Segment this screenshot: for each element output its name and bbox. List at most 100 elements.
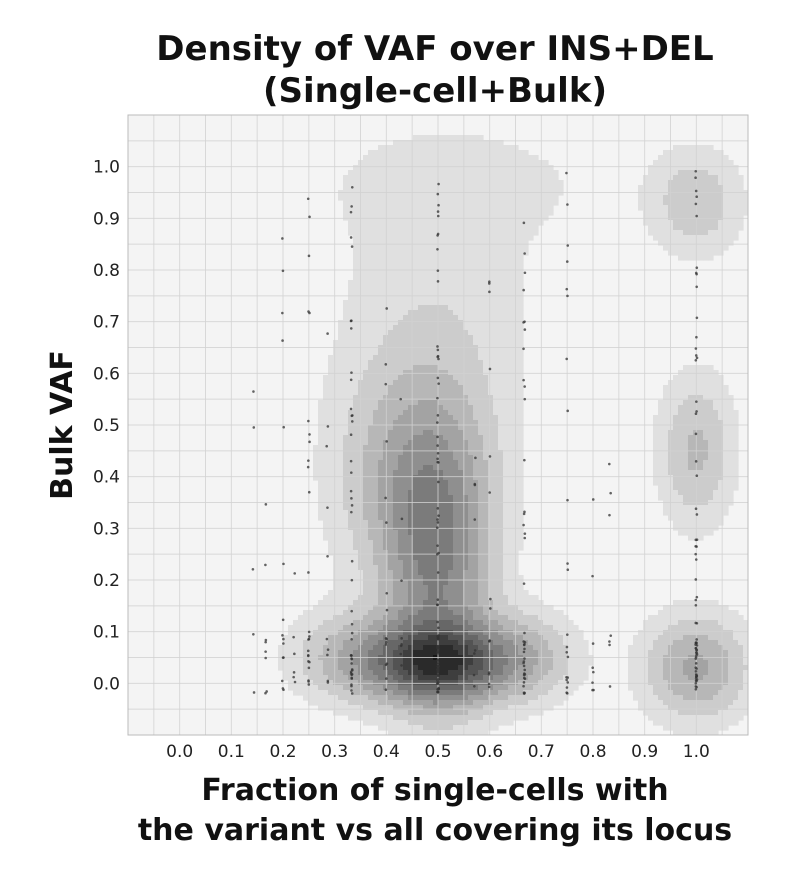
data-point: [565, 288, 568, 291]
data-point: [437, 521, 440, 524]
data-point: [489, 455, 492, 458]
data-point: [308, 441, 311, 444]
data-point: [694, 170, 697, 173]
data-point: [437, 688, 440, 691]
data-point: [695, 604, 698, 607]
data-point: [437, 210, 440, 213]
data-point: [523, 385, 526, 388]
data-point: [474, 649, 477, 652]
data-point: [350, 211, 353, 214]
chart-title-line-1: Density of VAF over INS+DEL: [156, 29, 713, 69]
data-point: [609, 492, 612, 495]
data-point: [350, 654, 353, 657]
data-point: [351, 560, 354, 563]
data-point: [385, 637, 388, 640]
data-point: [437, 215, 440, 218]
data-point: [566, 410, 569, 413]
data-point: [326, 332, 329, 335]
y-tick-label: 1.0: [93, 158, 120, 178]
data-point: [565, 679, 568, 682]
data-point: [308, 631, 311, 634]
data-point: [282, 426, 285, 429]
data-point: [565, 676, 568, 679]
data-point: [696, 538, 699, 541]
data-point: [694, 553, 697, 556]
data-point: [281, 634, 284, 637]
data-point: [566, 646, 569, 649]
data-point: [351, 623, 354, 626]
data-point: [565, 691, 568, 694]
data-point: [281, 312, 284, 315]
data-point: [252, 390, 255, 393]
data-point: [436, 604, 439, 607]
data-point: [436, 444, 439, 447]
data-point: [436, 248, 439, 251]
data-point: [264, 657, 267, 660]
data-point: [351, 245, 354, 248]
data-point: [308, 491, 311, 494]
data-point: [307, 420, 310, 423]
data-point: [489, 598, 492, 601]
data-point: [437, 674, 440, 677]
data-point: [293, 572, 296, 575]
y-tick-label: 0.5: [93, 416, 120, 436]
data-point: [436, 553, 439, 556]
data-point: [488, 686, 491, 689]
data-point: [436, 518, 439, 521]
data-point: [437, 514, 440, 517]
data-point: [695, 677, 698, 680]
data-point: [566, 633, 569, 636]
data-point: [524, 673, 527, 676]
data-point: [350, 638, 353, 641]
data-point: [350, 327, 353, 330]
x-tick-label: 0.6: [476, 742, 503, 762]
data-point: [308, 312, 311, 315]
data-point: [473, 685, 476, 688]
data-point: [565, 358, 568, 361]
data-point: [436, 345, 439, 348]
data-point: [523, 632, 526, 635]
data-point: [474, 457, 477, 460]
x-tick-label: 0.4: [373, 742, 400, 762]
data-point: [436, 671, 439, 674]
data-point: [488, 282, 491, 285]
data-point: [282, 638, 285, 641]
data-point: [437, 280, 440, 283]
data-point: [399, 398, 402, 401]
data-point: [695, 649, 698, 652]
data-point: [400, 637, 403, 640]
data-point: [400, 643, 403, 646]
data-point: [326, 638, 329, 641]
data-point: [695, 410, 698, 413]
data-point: [695, 578, 698, 581]
data-point: [282, 619, 285, 622]
data-point: [385, 641, 388, 644]
data-point: [350, 511, 353, 514]
y-tick-label: 0.0: [93, 674, 120, 694]
data-point: [350, 371, 353, 374]
data-point: [522, 289, 525, 292]
data-point: [307, 680, 310, 683]
data-point: [437, 682, 440, 685]
data-point: [436, 526, 439, 529]
data-point: [566, 499, 569, 502]
data-point: [523, 648, 526, 651]
data-point: [696, 622, 699, 625]
data-point: [488, 673, 491, 676]
data-point: [437, 481, 440, 484]
data-point: [522, 379, 525, 382]
data-point: [350, 610, 353, 613]
data-point: [308, 683, 311, 686]
data-point: [264, 650, 267, 653]
data-point: [436, 665, 439, 668]
data-point: [695, 286, 698, 289]
data-point: [436, 679, 439, 682]
data-point: [695, 272, 698, 275]
data-point: [400, 579, 403, 582]
data-point: [695, 662, 698, 665]
data-point: [565, 651, 568, 654]
data-point: [473, 483, 476, 486]
data-point: [489, 607, 492, 610]
data-point: [350, 408, 353, 411]
